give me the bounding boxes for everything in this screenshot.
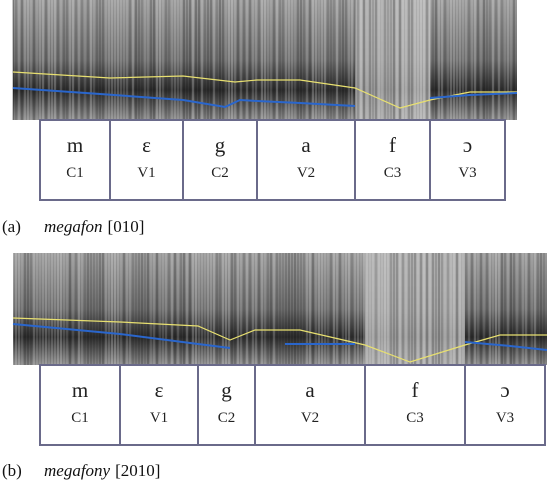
caption-word: megafony [44,461,111,480]
slot-label: C2 [211,165,229,181]
segment-box [183,120,257,200]
segment-box [40,120,110,200]
segment-box [198,365,255,445]
phone-label: ɛ [155,378,164,402]
caption-word: megafon [44,217,103,236]
phone-label: a [305,378,315,402]
spectrogram-b [13,253,547,365]
phone-label: ɔ [500,378,509,402]
segment-box [465,365,545,445]
caption-code: [2010] [115,461,160,480]
slot-label: C2 [218,410,236,426]
segment-box [255,365,365,445]
phone-label: f [389,133,396,157]
phone-label: m [72,378,88,402]
segment-box [40,365,120,445]
slot-label: V1 [150,410,168,426]
slot-label: V2 [301,410,319,426]
segment-box [110,120,183,200]
phone-label: m [67,133,83,157]
segment-box [120,365,198,445]
phone-label: g [221,378,232,402]
phone-label: f [412,378,419,402]
slot-label: V2 [297,165,315,181]
caption: (a) megafon [010] [2,217,144,236]
figure: m C1 ɛ V1 g C2 a V2 f C3 ɔ V3 (a) megafon [010] m C1 ɛ V1 g… [0,0,547,490]
segment-box [365,365,465,445]
slot-label: C3 [406,410,424,426]
segment-box [355,120,430,200]
segment-box [257,120,355,200]
slot-label: C1 [71,410,89,426]
slot-label: V1 [137,165,155,181]
slot-label: V3 [496,410,514,426]
phone-label: ɔ [463,133,472,157]
phone-label: a [301,133,311,157]
slot-label: C3 [384,165,402,181]
segment-box [430,120,505,200]
caption-label: (a) [2,217,21,236]
caption-code: [010] [108,217,145,236]
phone-label: ɛ [142,133,151,157]
caption-label: (b) [2,461,22,480]
slot-label: C1 [66,165,84,181]
phone-label: g [215,133,226,157]
caption: (b) megafony[2010] [2,461,160,480]
slot-label: V3 [458,165,476,181]
